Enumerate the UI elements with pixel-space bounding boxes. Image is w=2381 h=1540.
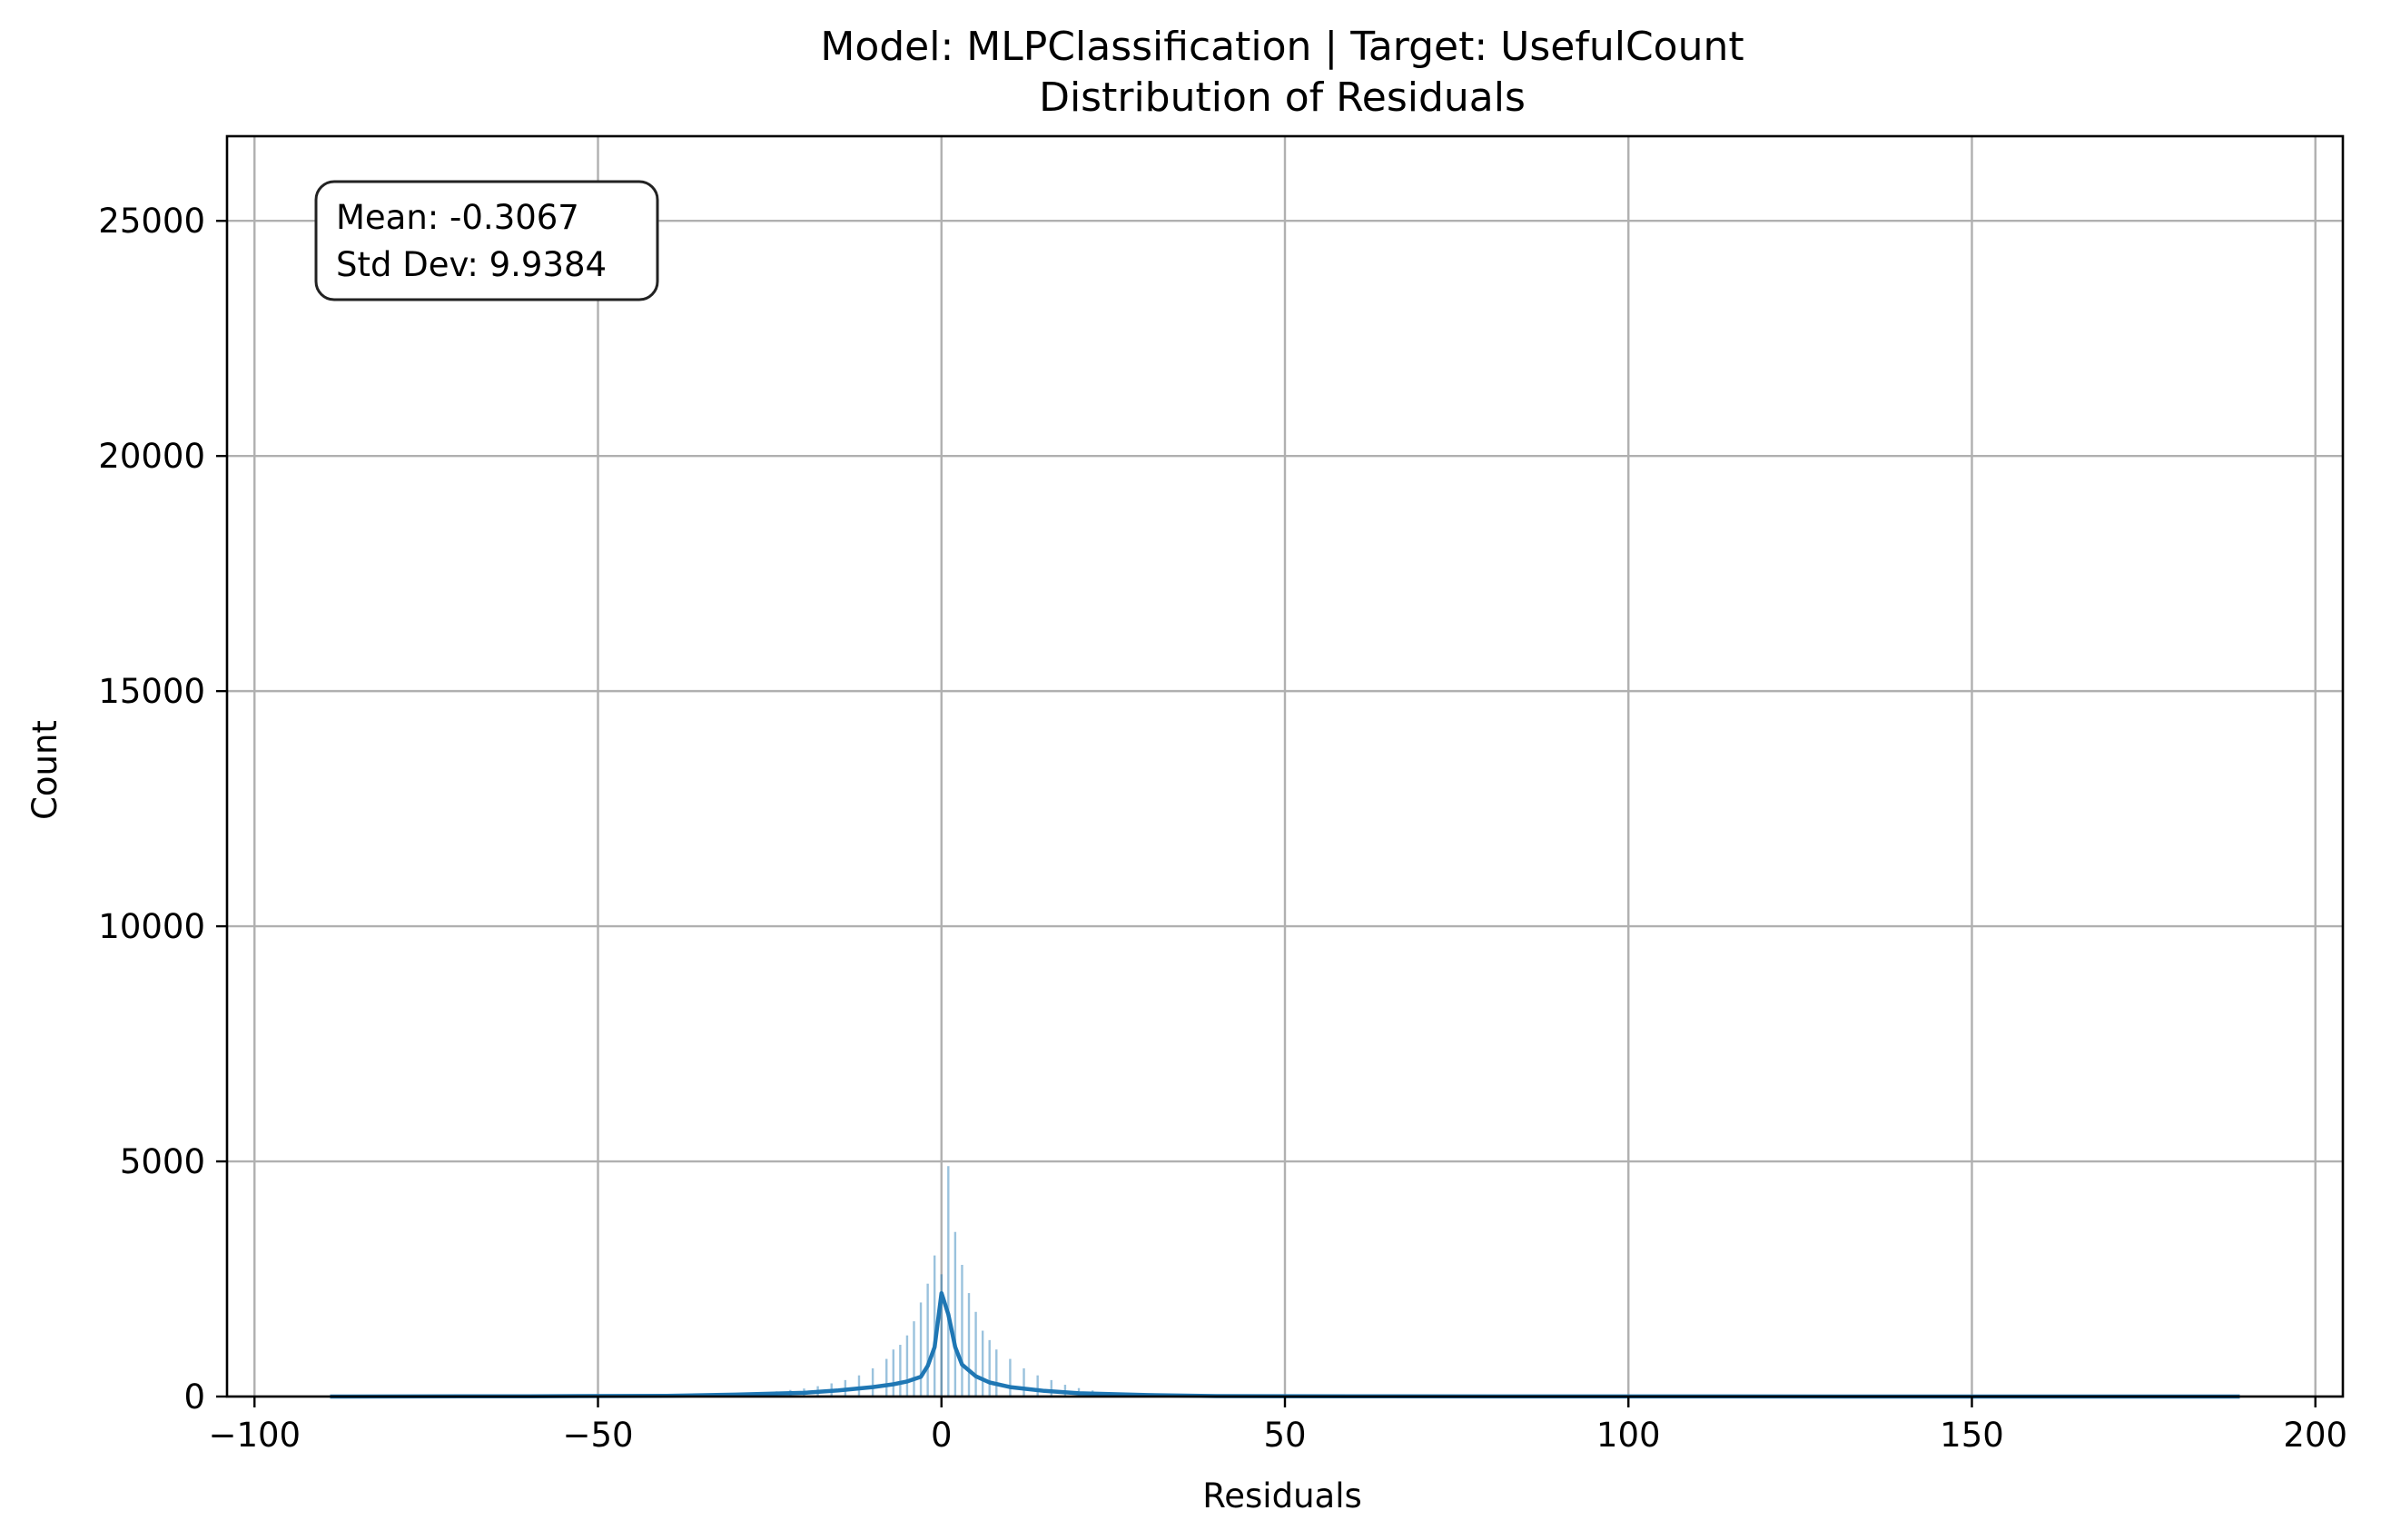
y-tick-label-3: 15000: [98, 672, 205, 711]
histogram-bar-20: [947, 1166, 950, 1397]
histogram-bar-28: [1009, 1358, 1012, 1397]
grid-lines: [227, 136, 2343, 1398]
histogram-bar-12: [892, 1349, 894, 1397]
x-tick-label-6: 200: [2283, 1416, 2347, 1455]
histogram-bar-23: [967, 1293, 971, 1397]
histogram-bar-29: [1023, 1367, 1025, 1397]
y-tick-label-2: 10000: [98, 907, 205, 946]
y-axis-label: Count: [25, 720, 64, 820]
histogram-bar-16: [919, 1302, 923, 1397]
x-tick-label-5: 150: [1940, 1416, 2004, 1455]
x-tick-label-3: 50: [1263, 1416, 1306, 1455]
y-tick-label-5: 25000: [98, 202, 205, 241]
stats-box: Mean: -0.3067 Std Dev: 9.9384: [314, 180, 659, 301]
histogram-bar-18: [933, 1255, 936, 1397]
x-tick-label-1: −50: [562, 1416, 633, 1455]
histogram-bar-27: [995, 1349, 998, 1397]
histogram-bar-30: [1036, 1375, 1039, 1397]
chart-title: Model: MLPClassification | Target: Usefu…: [820, 24, 1744, 70]
histogram-bar-21: [953, 1231, 957, 1397]
histogram-bar-15: [913, 1321, 915, 1397]
stats-box-frame: [314, 180, 659, 301]
histogram-bar-26: [988, 1339, 991, 1397]
y-tick-label-1: 5000: [120, 1142, 205, 1181]
y-tick-label-4: 20000: [98, 437, 205, 476]
chart-subtitle: Distribution of Residuals: [1039, 74, 1526, 121]
stats-std-dev: Std Dev: 9.9384: [336, 245, 607, 284]
histogram-bar-31: [1050, 1379, 1052, 1397]
histogram-bar-19: [940, 1274, 943, 1397]
stats-mean: Mean: -0.3067: [336, 198, 579, 237]
histogram-bar-14: [905, 1335, 909, 1397]
x-tick-label-2: 0: [931, 1416, 953, 1455]
histogram-bar-22: [961, 1264, 963, 1397]
histogram-bar-17: [926, 1283, 929, 1397]
histogram-bar-11: [885, 1358, 888, 1397]
y-tick-label-0: 0: [183, 1377, 205, 1417]
x-tick-label-0: −100: [208, 1416, 301, 1455]
histogram-bar-10: [871, 1367, 874, 1397]
histogram-bar-24: [974, 1311, 977, 1397]
histogram-bar-13: [899, 1345, 902, 1397]
x-axis-label: Residuals: [1202, 1476, 1362, 1515]
x-tick-label-4: 100: [1596, 1416, 1661, 1455]
histogram-bar-25: [981, 1330, 984, 1397]
axis-ticks: −100 −50 0 50 100 150 200 0 5000 10000 15000 20000 2…: [98, 202, 2347, 1455]
histogram-bar-9: [857, 1375, 861, 1397]
